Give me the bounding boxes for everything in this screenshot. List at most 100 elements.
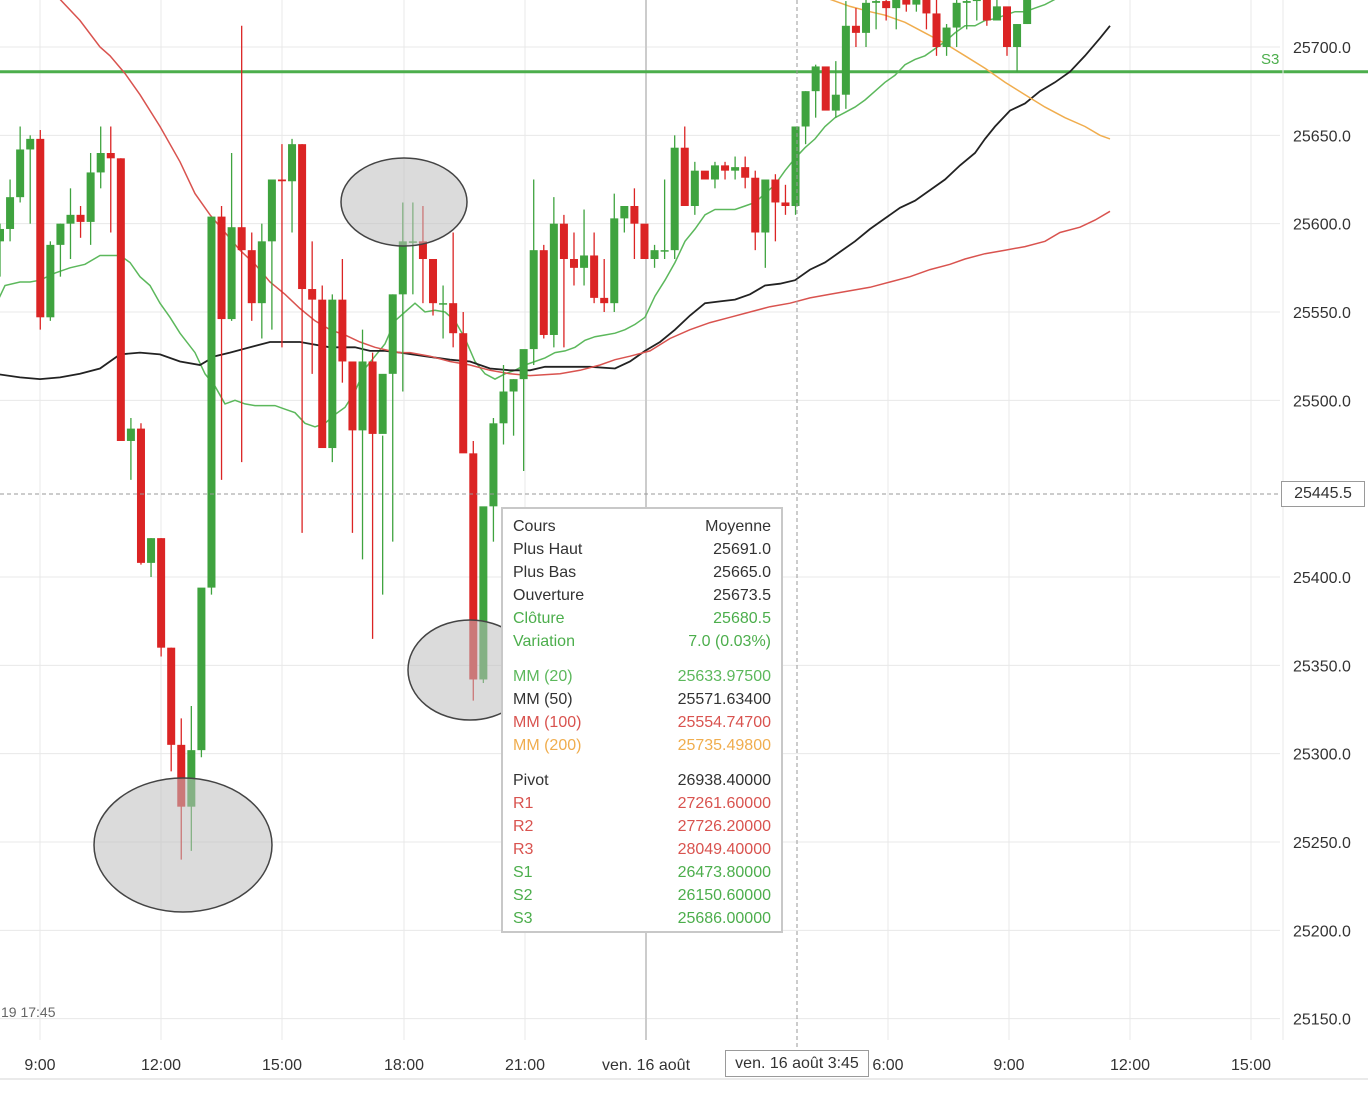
tooltip-label: Pivot bbox=[513, 772, 549, 789]
candle bbox=[771, 174, 780, 242]
candle-body bbox=[177, 744, 186, 807]
tooltip-label: R1 bbox=[513, 795, 534, 812]
candle-body bbox=[318, 299, 327, 449]
tooltip-label: MM (50) bbox=[513, 691, 573, 708]
x-tick-label: 15:00 bbox=[1231, 1057, 1271, 1074]
candle-body bbox=[569, 259, 578, 268]
tooltip-row: MM (200) 25735.49800 bbox=[513, 734, 771, 757]
candle-body bbox=[207, 216, 216, 588]
candle-body bbox=[277, 179, 286, 182]
candle-body bbox=[378, 373, 387, 434]
candle bbox=[660, 179, 669, 260]
candle bbox=[6, 179, 15, 242]
y-tick-label: 25300.0 bbox=[1293, 747, 1351, 764]
candle bbox=[338, 259, 347, 383]
candle-body bbox=[942, 27, 951, 47]
tooltip-label: MM (20) bbox=[513, 668, 573, 685]
candle-body bbox=[147, 538, 156, 563]
candle bbox=[902, 0, 911, 12]
tooltip-label: Plus Bas bbox=[513, 564, 577, 581]
candle-body bbox=[439, 303, 448, 305]
tooltip-value: 26150.60000 bbox=[677, 887, 771, 904]
candle bbox=[539, 244, 548, 339]
tooltip-value: 25686.00000 bbox=[677, 910, 771, 927]
candle-body bbox=[247, 250, 256, 304]
candle-body bbox=[972, 0, 981, 2]
tooltip-row: Cours Moyenne bbox=[513, 515, 771, 538]
tooltip-label: Variation bbox=[513, 633, 575, 650]
candle-body bbox=[1013, 24, 1022, 47]
candle-body bbox=[801, 91, 810, 127]
candle-body bbox=[348, 361, 357, 431]
candle-body bbox=[1003, 6, 1011, 48]
tooltip-row: R2 27726.20000 bbox=[513, 815, 771, 838]
candle-body bbox=[157, 538, 166, 648]
ohlc-tooltip: Cours Moyenne Plus Haut 25691.0 Plus Bas 2566… bbox=[501, 507, 783, 933]
candle-body bbox=[690, 170, 699, 207]
candle bbox=[348, 361, 357, 533]
s3-level-label: S3 bbox=[1261, 51, 1280, 68]
candle-body bbox=[56, 223, 65, 245]
candle-body bbox=[26, 138, 35, 150]
candle-body bbox=[912, 0, 921, 5]
candle bbox=[227, 153, 236, 321]
candle bbox=[600, 259, 609, 313]
candles bbox=[0, 0, 1032, 860]
candle bbox=[680, 126, 689, 207]
tooltip-row: Variation 7.0 (0.03%) bbox=[513, 630, 771, 653]
tooltip-row: Plus Haut 25691.0 bbox=[513, 538, 771, 561]
candle-body bbox=[841, 25, 850, 95]
candle-body bbox=[489, 423, 498, 507]
tooltip-label: R3 bbox=[513, 841, 534, 858]
candle-body bbox=[710, 165, 719, 180]
tooltip-value: 25673.5 bbox=[713, 587, 771, 604]
candle-body bbox=[449, 303, 458, 334]
candle-body bbox=[650, 250, 659, 260]
y-tick-label: 25350.0 bbox=[1293, 658, 1351, 675]
candle bbox=[76, 206, 85, 238]
x-tick-label: ven. 16 août bbox=[602, 1057, 691, 1074]
tooltip-value: 27726.20000 bbox=[677, 818, 771, 835]
tooltip-value: 28049.40000 bbox=[677, 841, 771, 858]
tooltip-label: MM (100) bbox=[513, 714, 582, 731]
tooltip-label: R2 bbox=[513, 818, 534, 835]
highlight-circle bbox=[340, 157, 468, 247]
candle bbox=[147, 538, 156, 578]
x-tick-label: 18:00 bbox=[384, 1057, 424, 1074]
tooltip-value: 26473.80000 bbox=[677, 864, 771, 881]
candle-body bbox=[549, 223, 558, 335]
candle bbox=[96, 126, 105, 189]
candle bbox=[247, 232, 256, 321]
candle-body bbox=[539, 250, 548, 335]
candle bbox=[761, 179, 770, 268]
candle-body bbox=[217, 216, 226, 320]
candle-body bbox=[46, 244, 55, 318]
candle bbox=[116, 158, 125, 441]
candle-body bbox=[36, 138, 45, 318]
x-tick-label: 21:00 bbox=[505, 1057, 545, 1074]
candle bbox=[721, 161, 730, 180]
candle-body bbox=[821, 66, 830, 111]
date-stamp: 19 17:45 bbox=[1, 1004, 56, 1020]
candle bbox=[741, 156, 750, 189]
candle bbox=[700, 170, 709, 180]
ma-line bbox=[45, 0, 1111, 377]
candle bbox=[801, 91, 810, 145]
candle-body bbox=[136, 428, 145, 563]
candle-body bbox=[106, 153, 115, 159]
tooltip-value: 25665.0 bbox=[713, 564, 771, 581]
candle bbox=[972, 0, 981, 21]
candle-body bbox=[308, 289, 317, 300]
candle-body bbox=[791, 126, 800, 207]
candle bbox=[791, 126, 800, 215]
tooltip-row: Pivot 26938.40000 bbox=[513, 769, 771, 792]
candle-body bbox=[922, 0, 931, 14]
candle-body bbox=[509, 379, 518, 392]
candle-body bbox=[700, 170, 709, 180]
crosshair bbox=[0, 0, 1281, 1050]
candle-body bbox=[459, 333, 468, 454]
candle-body bbox=[640, 223, 649, 260]
candle bbox=[257, 223, 266, 339]
x-tick-label: 9:00 bbox=[24, 1057, 55, 1074]
